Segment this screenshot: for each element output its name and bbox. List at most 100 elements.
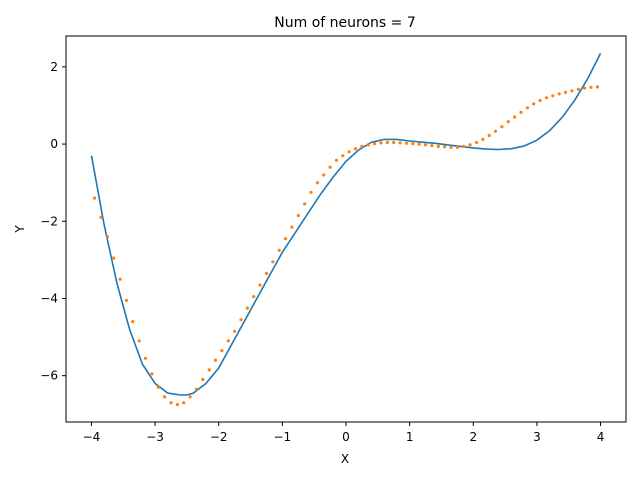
data-point — [347, 150, 351, 154]
data-point — [519, 110, 523, 114]
y-tick-label: −4 — [40, 291, 58, 305]
data-point — [385, 140, 389, 145]
data-point — [220, 349, 224, 353]
data-point — [150, 372, 154, 376]
data-point — [233, 329, 237, 333]
plot-area — [90, 53, 602, 407]
data-point — [194, 387, 199, 391]
data-point — [245, 306, 249, 310]
data-point — [252, 295, 256, 299]
x-tick-label: 4 — [597, 430, 605, 444]
x-axis-label: X — [341, 452, 349, 466]
x-tick-label: −2 — [210, 430, 228, 444]
data-point — [277, 248, 281, 252]
x-tick-label: 2 — [469, 430, 477, 444]
chart-title: Num of neurons = 7 — [274, 15, 415, 31]
data-point — [551, 94, 555, 98]
data-point — [328, 165, 332, 169]
data-point — [188, 395, 192, 399]
data-point — [303, 202, 307, 206]
data-point — [213, 358, 218, 362]
data-point — [131, 320, 135, 324]
data-point — [449, 145, 453, 149]
x-tick-label: −3 — [146, 430, 164, 444]
data-point — [589, 85, 593, 89]
data-point — [417, 142, 421, 146]
data-point — [334, 158, 339, 162]
data-point — [423, 143, 428, 147]
data-point — [143, 356, 148, 360]
data-point — [341, 154, 345, 158]
data-point — [105, 235, 109, 239]
data-point — [373, 142, 377, 146]
data-point — [563, 90, 568, 94]
series-line — [90, 53, 602, 396]
data-point — [315, 181, 319, 185]
data-point — [379, 141, 383, 145]
data-point — [175, 403, 179, 407]
axes: −4 −3 −2 −1 0 1 2 3 4 −6 −4 −2 0 2 — [40, 35, 627, 444]
data-point — [430, 144, 434, 148]
x-tick-label: −1 — [274, 430, 292, 444]
y-tick-label: 0 — [50, 137, 58, 151]
data-point — [360, 144, 364, 148]
data-point — [322, 173, 326, 177]
data-point — [462, 144, 466, 148]
data-point — [455, 145, 459, 149]
data-point — [557, 92, 561, 96]
data-point — [443, 145, 447, 149]
data-point — [99, 215, 103, 219]
data-point — [239, 318, 243, 322]
data-point — [258, 283, 262, 287]
data-point — [500, 125, 504, 129]
data-point — [481, 137, 485, 141]
data-point — [595, 85, 600, 89]
data-point — [207, 368, 211, 372]
x-tick-label: 3 — [533, 430, 541, 444]
data-point — [583, 86, 587, 90]
data-point — [513, 115, 517, 119]
data-point — [436, 144, 440, 148]
data-point — [271, 260, 275, 264]
data-point — [169, 401, 173, 405]
data-point — [112, 256, 116, 260]
data-point — [290, 225, 294, 229]
data-point — [118, 277, 122, 281]
data-point — [156, 385, 160, 389]
data-point — [264, 271, 269, 275]
y-tick-label: 2 — [50, 60, 58, 74]
data-point — [283, 237, 288, 241]
data-point — [525, 106, 530, 110]
data-point — [411, 142, 415, 146]
data-point — [366, 143, 370, 147]
data-point — [398, 141, 402, 145]
data-point — [576, 87, 580, 91]
data-point — [392, 140, 396, 145]
data-point — [353, 147, 358, 151]
x-tick-label: −4 — [83, 430, 101, 444]
data-point — [163, 395, 167, 399]
x-tick-label: 0 — [342, 430, 350, 444]
data-point — [474, 140, 479, 145]
data-point — [226, 339, 230, 343]
data-point — [93, 196, 97, 200]
y-tick-label: −2 — [40, 214, 58, 228]
data-point — [570, 89, 574, 93]
data-point — [493, 129, 498, 133]
data-point — [468, 143, 472, 147]
data-point — [296, 213, 300, 218]
data-point — [404, 141, 409, 145]
data-point — [487, 134, 491, 138]
data-point — [506, 120, 510, 124]
data-point — [309, 190, 313, 194]
data-point — [201, 377, 205, 382]
y-tick-label: −6 — [40, 369, 58, 383]
x-tick-label: 1 — [406, 430, 414, 444]
data-point — [544, 96, 549, 100]
data-point — [137, 339, 141, 343]
data-point — [182, 401, 186, 405]
y-axis-label: Y — [13, 225, 27, 234]
data-point — [538, 98, 542, 103]
